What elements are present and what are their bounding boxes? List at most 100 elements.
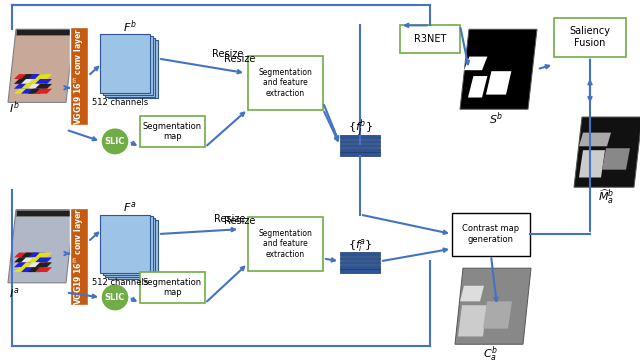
Polygon shape xyxy=(14,267,31,272)
Bar xyxy=(554,17,626,56)
Polygon shape xyxy=(16,29,74,35)
Polygon shape xyxy=(16,210,74,215)
Bar xyxy=(340,261,380,265)
Polygon shape xyxy=(460,29,537,109)
Bar xyxy=(70,208,88,305)
Polygon shape xyxy=(458,305,487,336)
Polygon shape xyxy=(35,74,52,79)
Text: $\{f_i^a\}$: $\{f_i^a\}$ xyxy=(348,237,372,254)
Bar xyxy=(248,217,323,270)
Text: Segmentation
and feature
extraction: Segmentation and feature extraction xyxy=(259,229,312,259)
Polygon shape xyxy=(35,253,52,257)
Bar xyxy=(140,116,205,147)
Polygon shape xyxy=(455,268,531,344)
Text: VGG19 16$^{th}$ conv layer: VGG19 16$^{th}$ conv layer xyxy=(72,27,86,125)
Text: $F^b$: $F^b$ xyxy=(123,18,137,35)
Text: Segmentation
and feature
extraction: Segmentation and feature extraction xyxy=(259,68,312,98)
Text: SLIC: SLIC xyxy=(105,137,125,146)
Bar xyxy=(102,36,152,95)
Polygon shape xyxy=(464,56,488,70)
Polygon shape xyxy=(483,301,512,329)
Polygon shape xyxy=(579,132,611,146)
Polygon shape xyxy=(14,89,31,94)
Bar xyxy=(105,218,155,277)
Polygon shape xyxy=(460,286,484,301)
Polygon shape xyxy=(574,117,640,187)
Polygon shape xyxy=(35,89,52,94)
Text: Segmentation
map: Segmentation map xyxy=(143,278,202,297)
Bar xyxy=(340,265,380,269)
Polygon shape xyxy=(14,257,31,262)
Polygon shape xyxy=(35,257,52,262)
Polygon shape xyxy=(602,148,630,170)
Text: 512 channels: 512 channels xyxy=(92,278,148,287)
Polygon shape xyxy=(21,267,38,272)
Polygon shape xyxy=(28,262,45,267)
Text: Resize: Resize xyxy=(224,54,256,63)
Polygon shape xyxy=(579,150,605,178)
Bar xyxy=(340,252,380,256)
Circle shape xyxy=(101,128,129,155)
Text: Saliency
Fusion: Saliency Fusion xyxy=(570,26,611,48)
Bar xyxy=(340,139,380,143)
Polygon shape xyxy=(8,29,74,102)
Bar xyxy=(340,257,380,260)
Bar xyxy=(140,272,205,303)
Text: $I^b$: $I^b$ xyxy=(9,99,19,116)
Bar xyxy=(340,269,380,273)
Text: $\widehat{M}_a^b$: $\widehat{M}_a^b$ xyxy=(598,188,614,206)
Bar xyxy=(248,56,323,110)
Polygon shape xyxy=(21,74,38,79)
Text: $S^b$: $S^b$ xyxy=(489,111,503,127)
Polygon shape xyxy=(28,84,45,89)
Polygon shape xyxy=(8,210,74,283)
Text: R3NET: R3NET xyxy=(414,34,446,44)
Polygon shape xyxy=(21,262,38,267)
FancyBboxPatch shape xyxy=(452,213,530,256)
Polygon shape xyxy=(28,79,45,84)
Bar xyxy=(108,40,157,99)
Bar xyxy=(108,220,157,279)
Polygon shape xyxy=(14,84,31,89)
Text: Segmentation
map: Segmentation map xyxy=(143,122,202,141)
Polygon shape xyxy=(21,257,38,262)
Bar xyxy=(100,34,150,93)
Polygon shape xyxy=(28,257,45,262)
Text: $\{f_j^b\}$: $\{f_j^b\}$ xyxy=(348,118,372,140)
Text: 512 channels: 512 channels xyxy=(92,98,148,107)
Bar xyxy=(100,214,150,273)
Polygon shape xyxy=(21,79,38,84)
Bar xyxy=(340,144,380,147)
Text: Contrast map
generation: Contrast map generation xyxy=(463,224,520,244)
Polygon shape xyxy=(28,253,45,257)
Polygon shape xyxy=(35,79,52,84)
Text: $I^a$: $I^a$ xyxy=(9,285,19,300)
Text: VGG19 16$^{th}$ conv layer: VGG19 16$^{th}$ conv layer xyxy=(72,208,86,305)
Circle shape xyxy=(101,284,129,311)
Text: Resize: Resize xyxy=(224,216,256,226)
Bar xyxy=(102,217,152,275)
Bar xyxy=(340,153,380,156)
Text: Resize: Resize xyxy=(212,49,244,59)
Polygon shape xyxy=(28,74,45,79)
Polygon shape xyxy=(14,79,31,84)
Polygon shape xyxy=(28,267,45,272)
Polygon shape xyxy=(486,71,511,95)
Polygon shape xyxy=(35,262,52,267)
Bar xyxy=(340,148,380,152)
Polygon shape xyxy=(28,89,45,94)
Text: $F^a$: $F^a$ xyxy=(124,200,137,214)
Bar xyxy=(70,27,88,125)
Polygon shape xyxy=(14,253,31,257)
Polygon shape xyxy=(468,76,488,98)
Polygon shape xyxy=(14,262,31,267)
Polygon shape xyxy=(14,74,31,79)
Bar xyxy=(400,25,460,53)
Text: Resize: Resize xyxy=(214,214,246,225)
Polygon shape xyxy=(35,84,52,89)
Polygon shape xyxy=(21,89,38,94)
Bar xyxy=(105,38,155,96)
Bar xyxy=(340,135,380,139)
Polygon shape xyxy=(21,253,38,257)
Text: SLIC: SLIC xyxy=(105,293,125,302)
